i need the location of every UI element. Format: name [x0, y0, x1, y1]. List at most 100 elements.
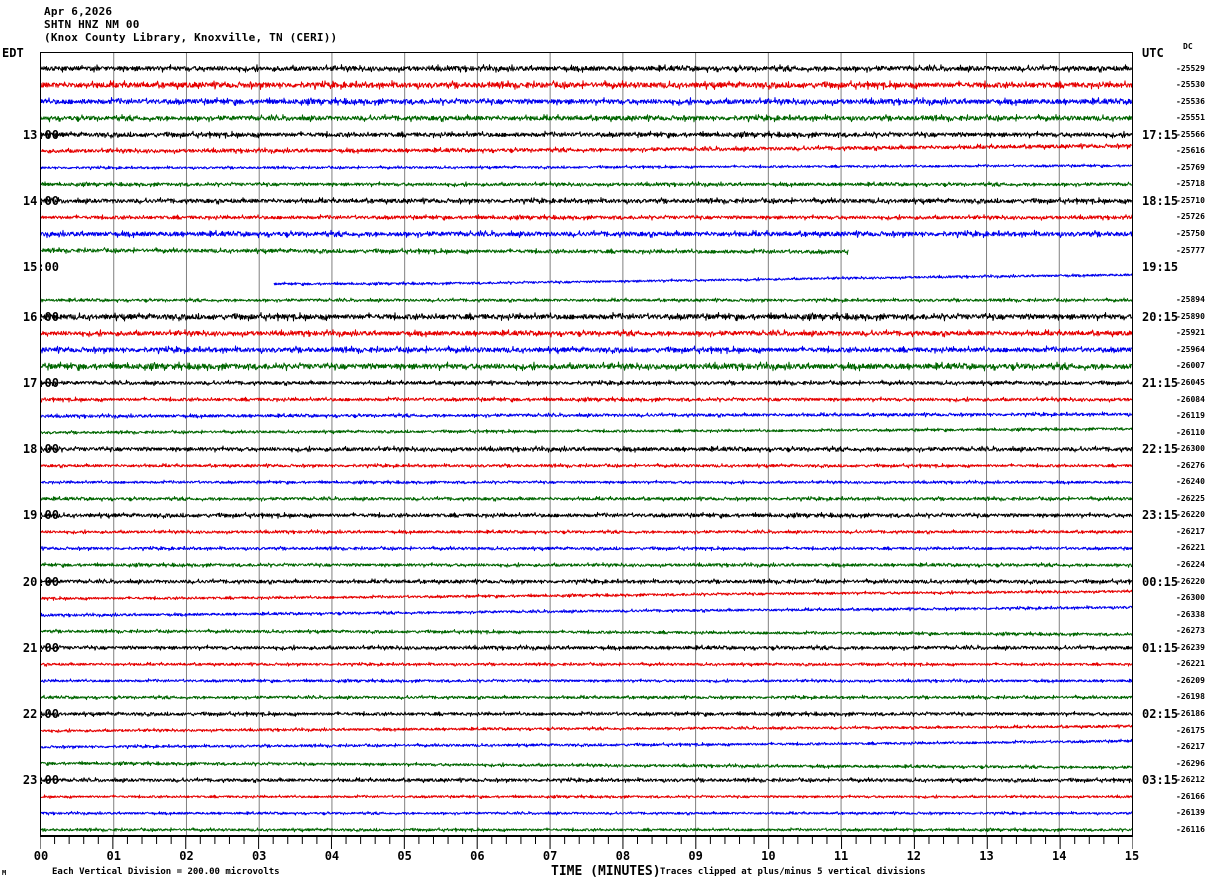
dc-value-35: -26239 [1176, 642, 1205, 652]
dc-value-45: -26139 [1176, 808, 1205, 818]
trace-28 [41, 529, 1132, 535]
trace-36 [41, 661, 1132, 667]
hour-label-utc-9: 02:15 [1142, 706, 1179, 721]
dc-value-16: -25921 [1176, 328, 1205, 338]
trace-45 [41, 810, 1132, 816]
dc-value-23: -26300 [1176, 444, 1205, 454]
dc-value-42: -26296 [1176, 758, 1205, 768]
dc-value-18: -26007 [1176, 361, 1205, 371]
trace-46 [41, 827, 1132, 833]
dc-value-36: -26221 [1176, 659, 1205, 669]
header-date: Apr 6,2026 [44, 5, 113, 18]
trace-18 [41, 361, 1132, 372]
x-tick-label-07: 07 [542, 849, 558, 863]
hour-label-local-6: 19:00 [22, 508, 59, 523]
dc-value-41: -26217 [1176, 742, 1205, 752]
clip-note: Traces clipped at plus/minus 5 vertical … [660, 867, 926, 877]
hour-label-utc-4: 21:15 [1142, 375, 1179, 390]
hour-label-local-1: 14:00 [22, 193, 59, 208]
trace-37 [41, 678, 1132, 684]
dc-value-43: -26212 [1176, 775, 1205, 785]
x-tick-label-00: 00 [33, 849, 49, 863]
dc-value-30: -26224 [1176, 560, 1205, 569]
dc-value-7: -25718 [1176, 179, 1205, 189]
dc-value-31: -26220 [1176, 576, 1205, 586]
x-tick-label-05: 05 [397, 849, 412, 863]
trace-35 [41, 644, 1132, 652]
x-tick-label-04: 04 [324, 849, 340, 863]
trace-8 [41, 197, 1132, 205]
x-tick-label-10: 10 [761, 849, 776, 863]
trace-26 [41, 495, 1132, 502]
trace-27 [41, 511, 1132, 519]
trace-32 [41, 589, 1132, 601]
trace-11 [41, 247, 849, 255]
dc-value-21: -26119 [1176, 411, 1205, 421]
hour-label-local-9: 22:00 [22, 706, 59, 721]
hour-label-local-7: 20:00 [22, 574, 59, 589]
hour-label-utc-5: 22:15 [1142, 442, 1179, 457]
dc-value-4: -25566 [1176, 129, 1205, 139]
dc-value-15: -25890 [1176, 311, 1205, 321]
x-tick-label-13: 13 [979, 849, 994, 863]
trace-38 [41, 694, 1132, 701]
trace-4 [41, 130, 1132, 139]
trace-2 [41, 96, 1132, 107]
trace-29 [41, 545, 1132, 552]
dc-value-1: -25530 [1176, 80, 1205, 90]
corner-mark: M [2, 869, 7, 877]
trace-30 [41, 562, 1132, 568]
trace-9 [41, 214, 1132, 221]
dc-value-40: -26175 [1176, 725, 1205, 735]
scale-note: Each Vertical Division = 200.00 microvol… [52, 867, 280, 877]
trace-25 [41, 479, 1132, 485]
right-timezone-label: UTC [1142, 46, 1164, 60]
trace-41 [41, 738, 1132, 750]
dc-value-5: -25616 [1176, 146, 1205, 156]
hour-label-utc-0: 17:15 [1142, 127, 1179, 142]
hour-label-utc-2: 19:15 [1142, 260, 1179, 275]
dc-value-17: -25964 [1176, 344, 1205, 354]
trace-21 [41, 411, 1132, 419]
dc-value-38: -26198 [1176, 692, 1205, 702]
trace-3 [41, 113, 1132, 123]
trace-23 [41, 445, 1132, 453]
header-station-code: SHTN HNZ NM 00 [44, 18, 140, 31]
trace-15 [41, 311, 1132, 322]
dc-value-3: -25551 [1176, 113, 1205, 123]
trace-24 [41, 462, 1132, 469]
x-tick-label-02: 02 [179, 849, 194, 863]
dc-value-14: -25894 [1176, 295, 1205, 305]
trace-39 [41, 710, 1132, 718]
trace-13 [273, 273, 1132, 287]
dc-value-10: -25750 [1176, 229, 1205, 238]
dc-value-29: -26221 [1176, 543, 1205, 553]
dc-value-2: -25536 [1176, 96, 1205, 106]
dc-value-22: -26110 [1176, 427, 1205, 437]
hour-label-local-3: 16:00 [22, 309, 59, 324]
x-tick-label-01: 01 [106, 849, 121, 863]
trace-42 [41, 760, 1132, 770]
dc-value-6: -25769 [1176, 162, 1205, 172]
left-timezone-label: EDT [2, 46, 24, 60]
x-tick-label-14: 14 [1052, 849, 1067, 863]
hour-label-local-4: 17:00 [22, 375, 59, 390]
trace-40 [41, 724, 1132, 734]
seismogram-traces [41, 64, 1132, 833]
dc-value-8: -25710 [1176, 195, 1205, 205]
dc-value-20: -26084 [1176, 394, 1205, 404]
x-tick-label-06: 06 [470, 849, 485, 863]
x-tick-label-09: 09 [688, 849, 703, 863]
dc-value-37: -26209 [1176, 675, 1205, 685]
trace-7 [41, 181, 1132, 188]
trace-34 [41, 628, 1132, 637]
header-site-description: (Knox County Library, Knoxville, TN (CER… [44, 31, 338, 44]
hour-label-utc-10: 03:15 [1142, 773, 1179, 788]
dc-column-header: DC [1183, 42, 1193, 51]
hour-label-utc-8: 01:15 [1142, 640, 1179, 655]
trace-10 [41, 229, 1132, 239]
dc-value-9: -25726 [1176, 212, 1205, 222]
dc-value-28: -26217 [1176, 526, 1205, 536]
seismogram-plot-area [40, 52, 1133, 836]
